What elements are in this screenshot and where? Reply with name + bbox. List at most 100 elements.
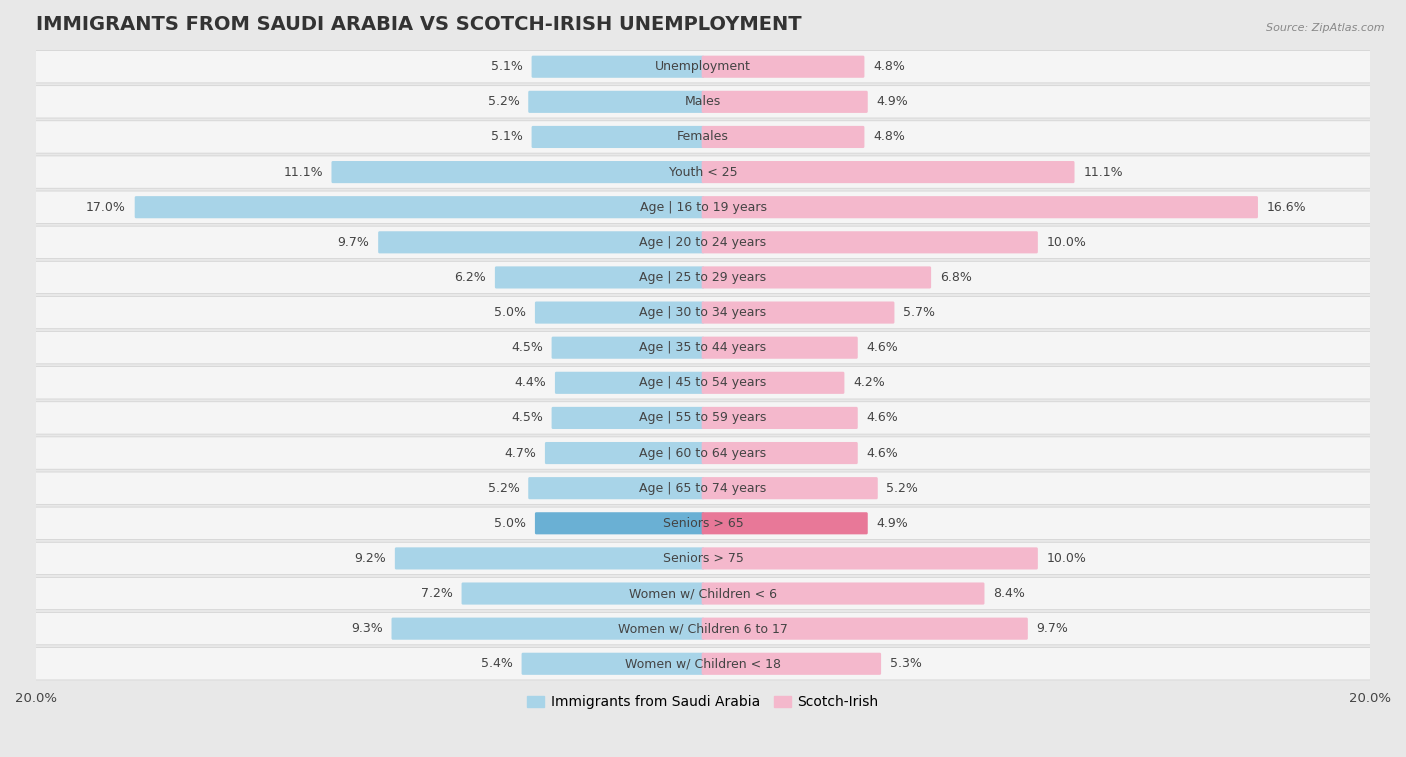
Text: Seniors > 65: Seniors > 65: [662, 517, 744, 530]
Text: 5.1%: 5.1%: [491, 61, 523, 73]
FancyBboxPatch shape: [702, 196, 1258, 218]
Text: 4.5%: 4.5%: [510, 411, 543, 425]
Text: 5.7%: 5.7%: [903, 306, 935, 319]
FancyBboxPatch shape: [529, 477, 704, 499]
FancyBboxPatch shape: [702, 56, 865, 78]
FancyBboxPatch shape: [391, 618, 704, 640]
FancyBboxPatch shape: [531, 56, 704, 78]
FancyBboxPatch shape: [461, 582, 704, 605]
FancyBboxPatch shape: [34, 156, 1372, 188]
Text: 9.3%: 9.3%: [352, 622, 382, 635]
Text: Females: Females: [678, 130, 728, 144]
FancyBboxPatch shape: [702, 301, 894, 324]
Text: Age | 25 to 29 years: Age | 25 to 29 years: [640, 271, 766, 284]
FancyBboxPatch shape: [34, 226, 1372, 258]
Text: 4.8%: 4.8%: [873, 61, 905, 73]
Text: Source: ZipAtlas.com: Source: ZipAtlas.com: [1267, 23, 1385, 33]
FancyBboxPatch shape: [34, 366, 1372, 399]
Text: 4.4%: 4.4%: [515, 376, 547, 389]
FancyBboxPatch shape: [702, 372, 845, 394]
FancyBboxPatch shape: [34, 51, 1372, 83]
FancyBboxPatch shape: [702, 582, 984, 605]
Text: Age | 30 to 34 years: Age | 30 to 34 years: [640, 306, 766, 319]
FancyBboxPatch shape: [555, 372, 704, 394]
FancyBboxPatch shape: [34, 402, 1372, 434]
FancyBboxPatch shape: [522, 653, 704, 674]
Text: Age | 35 to 44 years: Age | 35 to 44 years: [640, 341, 766, 354]
FancyBboxPatch shape: [34, 578, 1372, 609]
FancyBboxPatch shape: [546, 442, 704, 464]
FancyBboxPatch shape: [702, 477, 877, 499]
FancyBboxPatch shape: [702, 547, 1038, 569]
Text: Age | 20 to 24 years: Age | 20 to 24 years: [640, 236, 766, 249]
Text: 5.3%: 5.3%: [890, 657, 922, 670]
Text: Males: Males: [685, 95, 721, 108]
Text: Age | 60 to 64 years: Age | 60 to 64 years: [640, 447, 766, 459]
Text: 5.2%: 5.2%: [488, 481, 520, 494]
FancyBboxPatch shape: [702, 337, 858, 359]
FancyBboxPatch shape: [702, 512, 868, 534]
FancyBboxPatch shape: [34, 191, 1372, 223]
Text: Age | 65 to 74 years: Age | 65 to 74 years: [640, 481, 766, 494]
Text: 11.1%: 11.1%: [1083, 166, 1123, 179]
FancyBboxPatch shape: [551, 407, 704, 429]
Text: Unemployment: Unemployment: [655, 61, 751, 73]
Text: 4.6%: 4.6%: [866, 411, 898, 425]
Text: 4.6%: 4.6%: [866, 341, 898, 354]
FancyBboxPatch shape: [702, 618, 1028, 640]
FancyBboxPatch shape: [495, 266, 704, 288]
Text: Seniors > 75: Seniors > 75: [662, 552, 744, 565]
Text: 5.4%: 5.4%: [481, 657, 513, 670]
FancyBboxPatch shape: [702, 161, 1074, 183]
FancyBboxPatch shape: [395, 547, 704, 569]
FancyBboxPatch shape: [534, 512, 704, 534]
FancyBboxPatch shape: [135, 196, 704, 218]
Text: 9.7%: 9.7%: [1036, 622, 1069, 635]
Text: Age | 16 to 19 years: Age | 16 to 19 years: [640, 201, 766, 213]
Text: 4.7%: 4.7%: [505, 447, 536, 459]
FancyBboxPatch shape: [34, 437, 1372, 469]
FancyBboxPatch shape: [529, 91, 704, 113]
Text: 5.2%: 5.2%: [886, 481, 918, 494]
Text: 8.4%: 8.4%: [993, 587, 1025, 600]
FancyBboxPatch shape: [34, 507, 1372, 540]
Text: 17.0%: 17.0%: [86, 201, 127, 213]
Text: 9.7%: 9.7%: [337, 236, 370, 249]
Text: 5.0%: 5.0%: [495, 306, 526, 319]
FancyBboxPatch shape: [34, 297, 1372, 329]
Text: Women w/ Children 6 to 17: Women w/ Children 6 to 17: [619, 622, 787, 635]
FancyBboxPatch shape: [702, 442, 858, 464]
Text: 9.2%: 9.2%: [354, 552, 387, 565]
Text: Age | 55 to 59 years: Age | 55 to 59 years: [640, 411, 766, 425]
Text: 6.8%: 6.8%: [939, 271, 972, 284]
FancyBboxPatch shape: [702, 266, 931, 288]
FancyBboxPatch shape: [34, 261, 1372, 294]
FancyBboxPatch shape: [702, 653, 882, 674]
FancyBboxPatch shape: [34, 86, 1372, 118]
Text: 7.2%: 7.2%: [420, 587, 453, 600]
FancyBboxPatch shape: [34, 121, 1372, 153]
FancyBboxPatch shape: [702, 91, 868, 113]
Text: 10.0%: 10.0%: [1046, 236, 1087, 249]
Text: Youth < 25: Youth < 25: [669, 166, 737, 179]
FancyBboxPatch shape: [34, 542, 1372, 575]
FancyBboxPatch shape: [34, 472, 1372, 504]
Text: Women w/ Children < 18: Women w/ Children < 18: [626, 657, 780, 670]
Text: Age | 45 to 54 years: Age | 45 to 54 years: [640, 376, 766, 389]
Text: 6.2%: 6.2%: [454, 271, 486, 284]
FancyBboxPatch shape: [531, 126, 704, 148]
FancyBboxPatch shape: [702, 126, 865, 148]
Text: 4.9%: 4.9%: [876, 95, 908, 108]
FancyBboxPatch shape: [702, 231, 1038, 254]
Text: 4.6%: 4.6%: [866, 447, 898, 459]
Text: 5.2%: 5.2%: [488, 95, 520, 108]
Text: 4.8%: 4.8%: [873, 130, 905, 144]
Text: 16.6%: 16.6%: [1267, 201, 1306, 213]
FancyBboxPatch shape: [332, 161, 704, 183]
FancyBboxPatch shape: [34, 612, 1372, 645]
Text: 4.5%: 4.5%: [510, 341, 543, 354]
FancyBboxPatch shape: [378, 231, 704, 254]
Text: 4.9%: 4.9%: [876, 517, 908, 530]
Text: Women w/ Children < 6: Women w/ Children < 6: [628, 587, 778, 600]
FancyBboxPatch shape: [534, 301, 704, 324]
